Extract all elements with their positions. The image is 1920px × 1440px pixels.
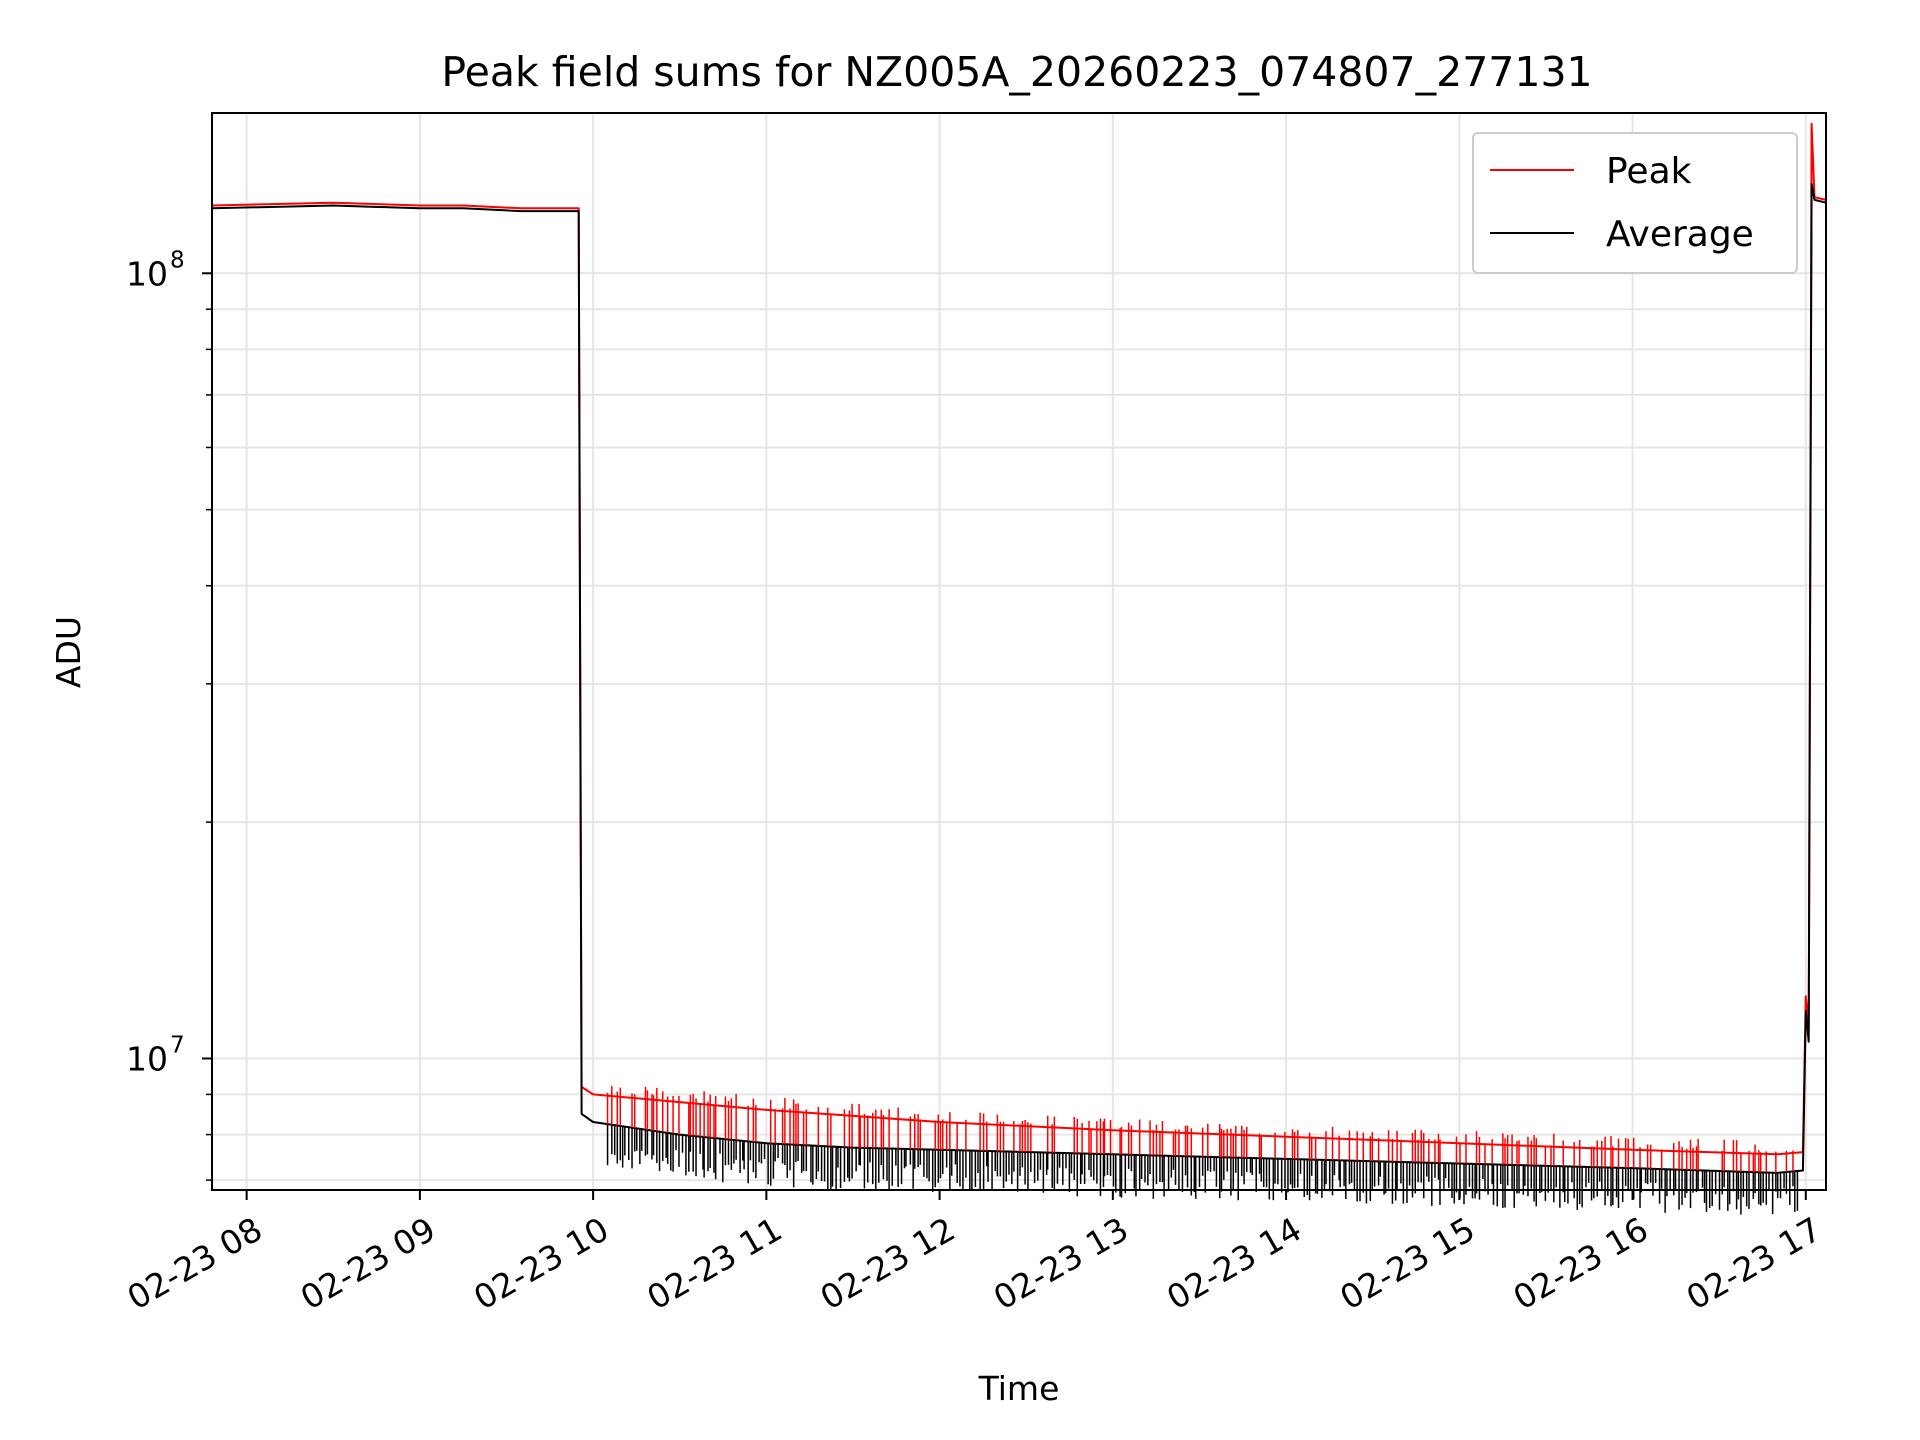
y-axis-label: ADU xyxy=(49,616,88,688)
legend-label-average: Average xyxy=(1606,214,1754,255)
plot-frame xyxy=(211,112,1827,1191)
x-tick-label: 02-23 15 xyxy=(1333,1209,1481,1317)
x-tick-label: 02-23 17 xyxy=(1680,1209,1828,1317)
x-tick-label: 02-23 10 xyxy=(467,1209,615,1317)
legend-label-peak: Peak xyxy=(1606,151,1692,192)
y-tick-label: 10 xyxy=(126,254,168,293)
series-line-peak xyxy=(211,122,1827,1156)
x-tick-label: 02-23 14 xyxy=(1160,1209,1308,1317)
y-tick-exponent: 8 xyxy=(170,247,185,273)
series-line-average xyxy=(211,182,1827,1174)
x-tick-label: 02-23 08 xyxy=(121,1209,269,1317)
grid xyxy=(212,113,1826,1190)
chart-title: Peak field sums for NZ005A_20260223_0748… xyxy=(441,48,1592,96)
x-tick-label: 02-23 12 xyxy=(814,1209,962,1317)
series-layer xyxy=(211,122,1827,1215)
x-tick-label: 02-23 16 xyxy=(1507,1209,1655,1317)
legend-box xyxy=(1472,132,1798,274)
x-tick-label: 02-23 11 xyxy=(640,1209,788,1317)
y-tick-label: 10 xyxy=(126,1039,168,1078)
y-tick-exponent: 7 xyxy=(170,1032,185,1058)
legend: Peak Average xyxy=(1472,132,1798,274)
x-axis: 02-23 08 02-23 09 02-23 10 02-23 11 02-23 12… xyxy=(121,1190,1828,1317)
x-axis-label: Time xyxy=(978,1369,1060,1408)
x-tick-label: 02-23 13 xyxy=(987,1209,1135,1317)
x-tick-label: 02-23 09 xyxy=(294,1209,442,1317)
